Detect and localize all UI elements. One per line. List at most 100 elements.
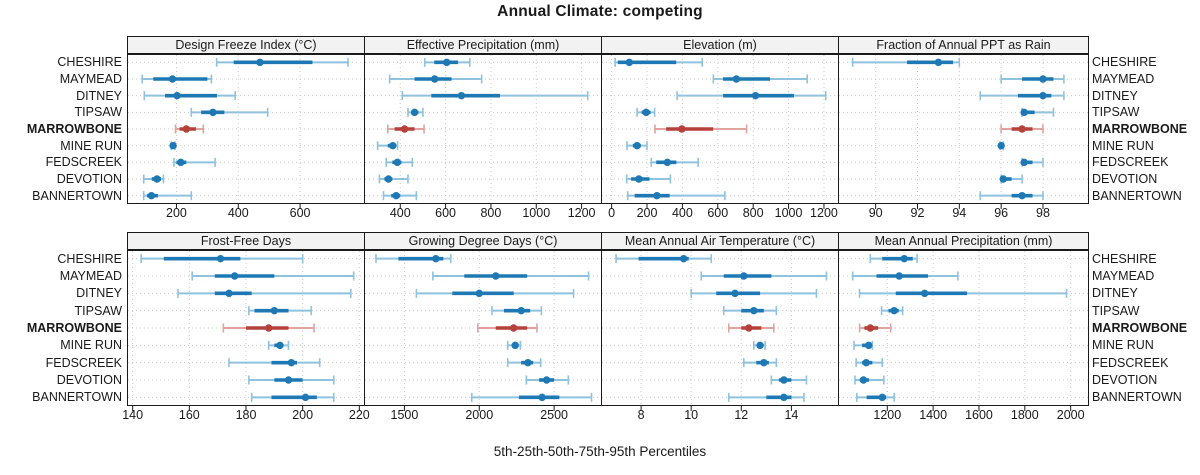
median-dot-mine-run [276,341,284,350]
median-dot-ditney [731,289,739,298]
axis-tick-label: 1200 [810,206,838,220]
panel-plot-mean-annual-precipitation [838,250,1089,411]
median-dot-cheshire [443,58,451,67]
axis-tick-label: 1200 [567,206,596,220]
axis-tick-label: 1000 [774,206,803,220]
axis-tick-label: 600 [707,206,729,220]
site-label-right-maymead: MAYMEAD [1092,72,1155,86]
median-dot-mine-run [633,141,641,150]
panel-header-mean-annual-precipitation: Mean Annual Precipitation (mm) [838,232,1089,250]
axis-tick-label: 14 [784,408,799,422]
axis-tick-label: 1000 [522,206,551,220]
axis-tick-label: 400 [671,206,693,220]
site-label-left-marrowbone: MARROWBONE [26,321,122,335]
median-dot-tipsaw [890,306,898,315]
median-dot-mine-run [169,141,177,150]
median-dot-devotion [153,175,161,183]
panel-plot-effective-precipitation [364,54,602,209]
site-label-left-devotion: DEVOTION [56,373,122,387]
site-label-right-marrowbone: MARROWBONE [1092,122,1188,136]
axis-tick-label: 1400 [919,408,948,422]
axis-tick-label: 1500 [390,408,419,422]
median-dot-fedscreek [287,358,296,367]
axis-tick-label: 1800 [1010,408,1039,422]
panel-header-frost-free-days: Frost-Free Days [127,232,365,250]
median-dot-fedscreek [663,158,672,167]
median-dot-marrowbone [264,324,273,332]
panel-plot-frost-free-days [127,250,365,411]
site-label-left-bannertown: BANNERTOWN [32,188,122,203]
median-dot-mine-run [865,341,873,350]
median-dot-mine-run [756,341,764,350]
median-dot-marrowbone [509,324,518,332]
panel-plot-design-freeze-index [127,54,365,209]
site-label-left-bannertown: BANNERTOWN [32,390,122,405]
site-label-left-devotion: DEVOTION [56,172,122,186]
median-dot-mine-run [997,141,1005,150]
median-dot-maymead [168,75,177,83]
median-dot-devotion [780,376,788,384]
median-dot-maymead [431,75,439,83]
axis-tick-label: 140 [122,408,144,422]
site-label-left-ditney: DITNEY [76,88,122,103]
axis-tick-label: 600 [435,206,457,220]
median-dot-cheshire [679,254,688,263]
median-dot-ditney [1039,91,1047,100]
median-dot-tipsaw [517,306,525,315]
panel-plot-fraction-annual-ppt-as-rain [838,54,1089,209]
median-dot-bannertown [392,191,400,200]
site-label-right-marrowbone: MARROWBONE [1092,321,1188,335]
axis-tick-label: 96 [994,206,1009,220]
median-dot-fedscreek [393,158,402,167]
median-dot-marrowbone [678,125,686,133]
median-dot-mine-run [511,341,519,350]
median-dot-ditney [751,91,760,100]
axis-tick-label: 94 [952,206,967,220]
panel-header-elevation: Elevation (m) [601,36,839,54]
median-dot-cheshire [625,58,634,67]
median-dot-marrowbone [1018,125,1026,133]
site-label-left-marrowbone: MARROWBONE [26,122,122,136]
site-label-left-maymead: MAYMEAD [59,269,122,283]
axis-tick-label: 2000 [1056,408,1085,422]
axis-tick-label: 800 [742,206,764,220]
median-dot-ditney [920,289,929,298]
median-dot-maymead [492,272,500,280]
site-label-left-mine-run: MINE RUN [60,138,122,153]
site-label-left-cheshire: CHESHIRE [57,251,122,266]
median-dot-tipsaw [209,108,217,117]
median-dot-devotion [542,376,551,384]
median-dot-maymead [740,272,748,280]
median-dot-marrowbone [400,125,409,133]
median-dot-tipsaw [1020,108,1028,117]
site-label-right-mine-run: MINE RUN [1092,338,1154,353]
median-dot-fedscreek [524,358,532,367]
median-dot-fedscreek [177,158,185,167]
axis-tick-label: 160 [178,408,200,422]
site-label-right-devotion: DEVOTION [1092,373,1158,387]
median-dot-marrowbone [866,324,875,332]
panel-header-design-freeze-index: Design Freeze Index (°C) [127,36,365,54]
axis-tick-label: 8 [637,408,645,422]
site-label-left-fedscreek: FEDSCREEK [45,155,122,170]
site-label-right-devotion: DEVOTION [1092,172,1158,186]
site-label-right-ditney: DITNEY [1092,88,1138,103]
median-dot-fedscreek [760,358,768,367]
median-dot-cheshire [934,58,943,67]
site-label-left-tipsaw: TIPSAW [74,303,122,318]
median-dot-devotion [284,376,293,384]
panel-header-effective-precipitation: Effective Precipitation (mm) [364,36,602,54]
axis-tick-label: 200 [636,206,658,220]
median-dot-ditney [225,289,233,298]
site-label-right-fedscreek: FEDSCREEK [1092,155,1169,170]
axis-tick-label: 800 [480,206,502,220]
site-label-right-cheshire: CHESHIRE [1092,251,1157,266]
axis-tick-label: 0 [608,206,616,220]
median-dot-fedscreek [862,358,870,367]
median-dot-maymead [230,272,239,280]
median-dot-devotion [635,175,643,183]
median-dot-fedscreek [1020,158,1028,167]
axis-tick-label: 400 [389,206,411,220]
median-dot-bannertown [147,191,156,200]
site-label-right-ditney: DITNEY [1092,286,1138,301]
